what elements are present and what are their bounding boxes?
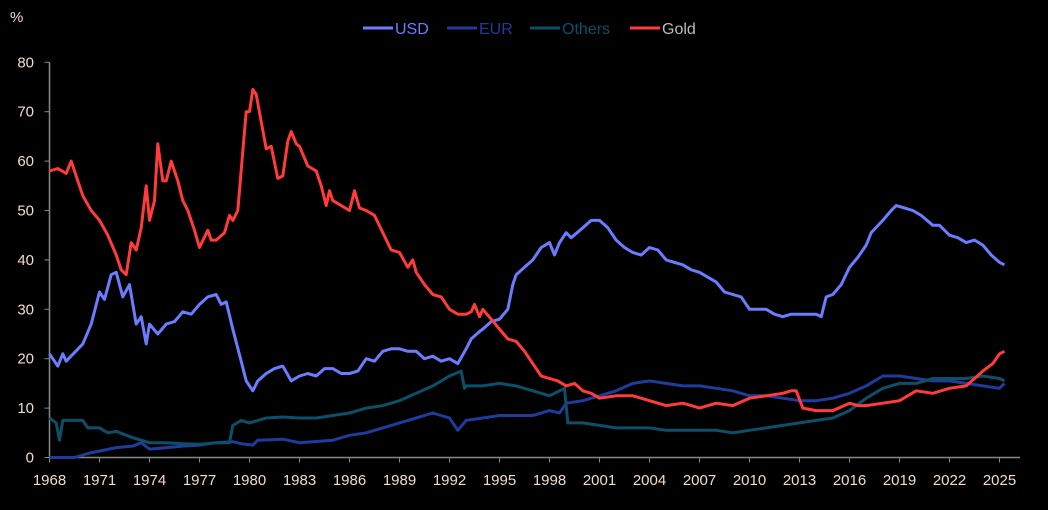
x-tick-label: 2022 (933, 472, 966, 489)
x-tick-label: 1968 (33, 472, 66, 489)
y-tick-label: 70 (17, 104, 34, 121)
y-tick-label: 0 (26, 450, 34, 467)
series-line-others (48, 369, 1006, 446)
x-tick-label: 1974 (133, 472, 166, 489)
x-tick-label: 2013 (783, 472, 816, 489)
x-tick-label: 1998 (533, 472, 566, 489)
x-tick-label: 1989 (383, 472, 416, 489)
x-tick-label: 2001 (583, 472, 616, 489)
x-tick-label: 1983 (283, 472, 316, 489)
x-tick-label: 1977 (183, 472, 216, 489)
y-axis-label: % (10, 9, 23, 26)
x-tick-label: 1980 (233, 472, 266, 489)
series-line-eur (49, 374, 1006, 459)
series-line-usd (48, 204, 1006, 393)
legend-item-others: Others (530, 21, 610, 38)
legend-label: USD (395, 21, 429, 38)
x-tick-label: 2016 (833, 472, 866, 489)
x-tick-label: 2019 (883, 472, 916, 489)
y-tick-label: 10 (17, 400, 34, 417)
legend-label: Gold (662, 21, 696, 38)
legend-item-gold: Gold (630, 21, 696, 38)
legend-item-eur: EUR (447, 21, 513, 38)
legend-label: EUR (479, 21, 513, 38)
x-tick-label: 1986 (333, 472, 366, 489)
legend: USD EUR Others Gold (363, 21, 696, 38)
y-tick-label: 50 (17, 203, 34, 220)
x-tick-label: 2010 (733, 472, 766, 489)
x-tick-label: 2025 (983, 472, 1016, 489)
x-tick-label: 2004 (633, 472, 666, 489)
series-line-gold (49, 88, 1006, 413)
y-tick-label: 40 (17, 252, 34, 269)
legend-item-usd: USD (363, 21, 429, 38)
axes: 1968 1971 1974 1977 1980 1983 1986 1989 1992 1995… (17, 54, 1020, 489)
y-tick-label: 60 (17, 153, 34, 170)
x-tick-label: 2007 (683, 472, 716, 489)
x-tick-label: 1992 (433, 472, 466, 489)
legend-label: Others (562, 21, 610, 38)
y-tick-label: 30 (17, 301, 34, 318)
x-tick-label: 1971 (83, 472, 116, 489)
y-tick-label: 20 (17, 351, 34, 368)
series-lines (48, 88, 1006, 459)
y-tick-label: 80 (17, 54, 34, 71)
x-tick-label: 1995 (483, 472, 516, 489)
